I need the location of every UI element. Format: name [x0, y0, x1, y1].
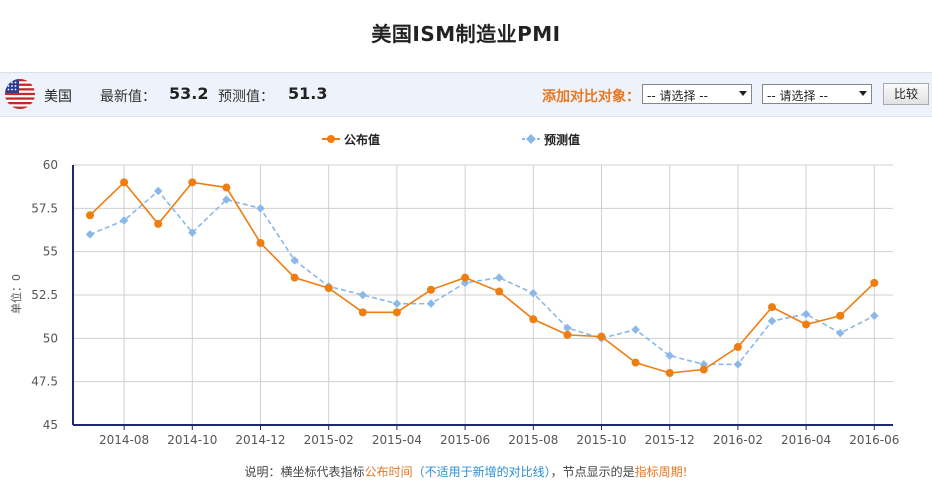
data-point-published: [324, 284, 333, 293]
compare-button[interactable]: 比较: [883, 83, 929, 105]
country-name: 美国: [44, 89, 72, 105]
x-tick-label: 2016-06: [849, 433, 899, 447]
data-point-forecast: [358, 290, 368, 300]
data-point-published: [597, 332, 606, 341]
data-point-forecast: [835, 328, 845, 338]
data-point-forecast: [494, 273, 504, 282]
y-tick-label: 57.5: [31, 201, 58, 215]
y-tick-label: 50: [43, 331, 58, 345]
data-point-published: [529, 315, 538, 324]
data-point-forecast: [392, 299, 402, 308]
data-point-forecast: [563, 323, 572, 333]
forecast-value: 51.3: [288, 84, 328, 103]
data-point-published: [188, 178, 197, 187]
legend-forecast-marker: [522, 134, 540, 144]
legend-published-marker: [322, 135, 340, 143]
data-point-published: [768, 303, 776, 312]
note-paren-open: （: [412, 465, 425, 479]
note-paren-close: ）: [544, 465, 551, 479]
x-tick-label: 2015-12: [645, 433, 695, 447]
legend-published-label[interactable]: 公布值: [344, 133, 381, 147]
data-point-published: [733, 343, 742, 351]
data-point-published: [665, 369, 674, 377]
data-point-published: [461, 273, 470, 282]
info-bar: 美国 最新值： 53.2 预测值： 51.3 添加对比对象： -- 请选择 --…: [0, 72, 932, 117]
note-middle: ，节点显示的是: [550, 465, 635, 479]
x-axis-ticks: 2014-08 2014-10 2014-12 2015-02 2015-04 2015-…: [99, 425, 899, 447]
chart-note: 说明：横坐标代表指标公布时间（不适用于新增的对比线），节点显示的是指标周期!: [0, 463, 932, 480]
data-point-published: [563, 330, 572, 339]
chevron-down-icon: [739, 91, 747, 96]
note-highlight-time: 公布时间: [364, 465, 413, 479]
compare-label: 添加对比对象：: [542, 89, 640, 105]
x-tick-label: 2016-04: [781, 433, 831, 447]
data-point-forecast: [767, 316, 777, 326]
data-point-published: [222, 183, 231, 192]
y-tick-label: 47.5: [31, 375, 58, 389]
compare-select-2-value: -- 请选择 --: [767, 89, 828, 103]
data-point-published: [836, 311, 845, 320]
data-point-forecast: [290, 256, 299, 265]
data-point-published: [802, 320, 811, 329]
latest-value: 53.2: [169, 84, 209, 103]
data-point-forecast: [256, 204, 265, 213]
data-point-published: [495, 287, 504, 296]
note-highlight-period: 指标周期!: [634, 465, 688, 479]
data-point-forecast: [733, 360, 743, 369]
series-line-published: [89, 181, 875, 374]
chart-series: [85, 178, 879, 377]
data-point-forecast: [631, 325, 640, 334]
data-point-published: [870, 278, 879, 287]
data-point-published: [392, 308, 401, 317]
data-point-forecast: [426, 299, 436, 308]
compare-select-1[interactable]: -- 请选择 --: [642, 84, 752, 104]
y-tick-label: 45: [43, 418, 58, 432]
data-point-published: [699, 365, 708, 374]
data-point-forecast: [529, 289, 538, 298]
y-tick-label: 52.5: [31, 288, 58, 302]
data-point-published: [86, 211, 94, 220]
x-tick-label: 2016-02: [713, 433, 763, 447]
x-tick-label: 2015-08: [508, 433, 558, 447]
y-axis-ticks: 45 47.5 50 52.5 55 57.5 60: [31, 158, 58, 432]
y-tick-label: 60: [43, 158, 58, 172]
note-prefix: 说明：横坐标代表指标: [244, 465, 365, 479]
data-point-forecast: [665, 351, 674, 360]
data-point-forecast: [119, 216, 129, 225]
data-point-published: [427, 285, 435, 294]
legend-forecast-label[interactable]: 预测值: [544, 133, 581, 147]
data-point-forecast: [222, 195, 231, 204]
x-tick-label: 2015-10: [576, 433, 626, 447]
page-title: 美国ISM制造业PMI: [371, 22, 561, 46]
x-tick-label: 2015-02: [304, 433, 354, 447]
data-point-forecast: [801, 309, 811, 319]
latest-label: 最新值：: [100, 89, 156, 105]
x-tick-label: 2015-04: [372, 433, 422, 447]
data-point-forecast: [188, 228, 197, 237]
x-tick-label: 2015-06: [440, 433, 490, 447]
forecast-label: 预测值：: [218, 89, 274, 105]
data-point-published: [358, 308, 367, 317]
x-tick-label: 2014-12: [235, 433, 285, 447]
data-point-published: [256, 239, 265, 247]
chevron-down-icon: [859, 91, 867, 96]
data-point-published: [290, 273, 299, 282]
x-tick-label: 2014-08: [99, 433, 149, 447]
data-point-forecast: [870, 311, 879, 321]
data-point-published: [154, 219, 163, 228]
data-point-forecast: [153, 186, 163, 196]
data-point-forecast: [85, 230, 95, 239]
y-tick-label: 55: [43, 245, 58, 259]
data-point-published: [120, 178, 129, 187]
x-tick-label: 2014-10: [167, 433, 217, 447]
compare-select-1-value: -- 请选择 --: [647, 89, 708, 103]
series-line-forecast: [89, 189, 875, 366]
data-point-published: [631, 358, 640, 367]
note-highlight-not-applicable: 不适用于新增的对比线: [424, 465, 545, 479]
chart-grid: [72, 164, 893, 426]
compare-select-2[interactable]: -- 请选择 --: [762, 84, 872, 104]
us-flag-icon: [5, 79, 35, 109]
y-axis-label: 单位：0: [9, 274, 23, 314]
